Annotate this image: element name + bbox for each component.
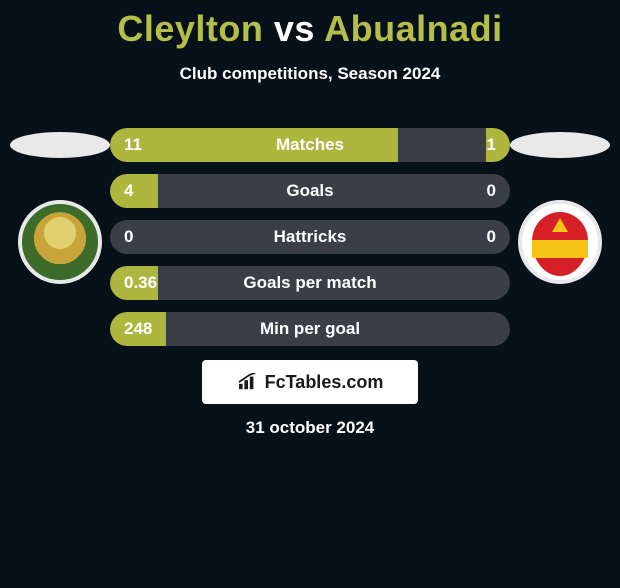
team1-crest xyxy=(18,200,102,284)
comparison-title: Cleylton vs Abualnadi xyxy=(0,8,620,50)
stat-label: Goals xyxy=(110,174,510,208)
player2-name: Abualnadi xyxy=(324,8,503,49)
stat-row: 40Goals xyxy=(110,174,510,208)
stat-row: 0.36Goals per match xyxy=(110,266,510,300)
stats-panel: 111Matches 40Goals 00Hattricks 0.36Goals pe… xyxy=(110,128,510,358)
team1-crest-block xyxy=(10,118,110,278)
stat-row: 248Min per goal xyxy=(110,312,510,346)
brand-text: FcTables.com xyxy=(265,372,384,393)
vs-separator: vs xyxy=(274,8,315,49)
bar-chart-icon xyxy=(237,373,259,391)
date-text: 31 october 2024 xyxy=(0,418,620,438)
stat-label: Goals per match xyxy=(110,266,510,300)
player1-name: Cleylton xyxy=(117,8,263,49)
team2-crest-block xyxy=(510,118,610,278)
team2-shadow xyxy=(510,132,610,158)
subtitle: Club competitions, Season 2024 xyxy=(0,64,620,84)
stat-row: 111Matches xyxy=(110,128,510,162)
stat-label: Matches xyxy=(110,128,510,162)
team2-crest xyxy=(518,200,602,284)
team1-shadow xyxy=(10,132,110,158)
stat-label: Hattricks xyxy=(110,220,510,254)
brand-badge[interactable]: FcTables.com xyxy=(202,360,418,404)
stat-label: Min per goal xyxy=(110,312,510,346)
stat-row: 00Hattricks xyxy=(110,220,510,254)
